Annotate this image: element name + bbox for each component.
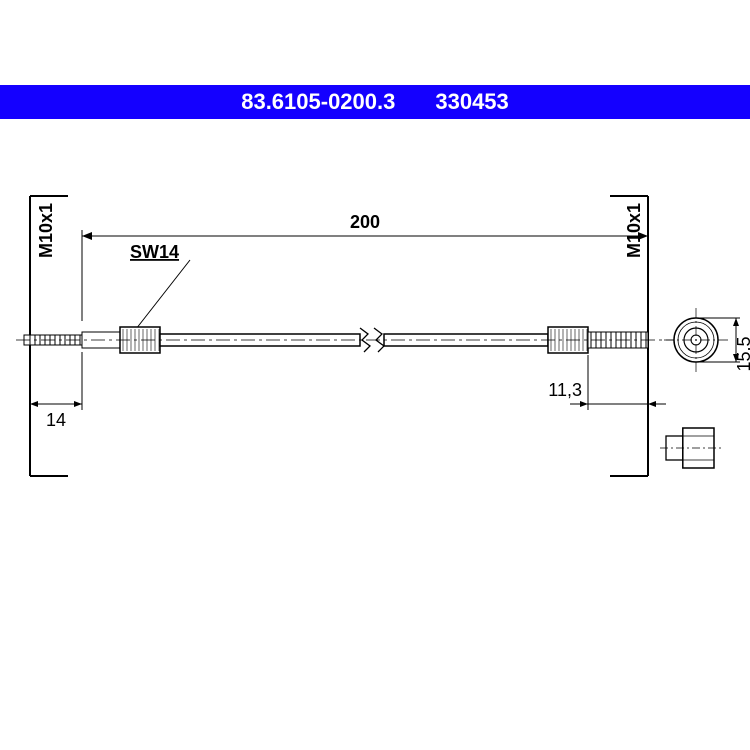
svg-text:M10x1: M10x1 [624, 203, 644, 258]
svg-text:14: 14 [46, 410, 66, 430]
svg-text:200: 200 [350, 212, 380, 232]
svg-text:M10x1: M10x1 [36, 203, 56, 258]
svg-text:SW14: SW14 [130, 242, 179, 262]
svg-text:15,5: 15,5 [734, 336, 750, 371]
technical-drawing: 200 SW14 M10x1 M10x1 14 11,3 15,5 [0, 0, 750, 600]
svg-text:11,3: 11,3 [548, 380, 582, 400]
